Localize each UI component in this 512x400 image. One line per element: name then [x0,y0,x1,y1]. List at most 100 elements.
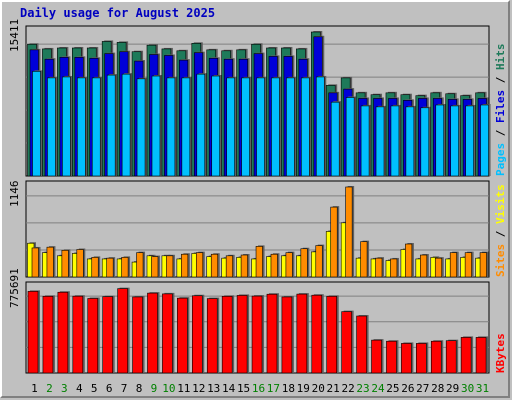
day-label: 17 [267,382,280,395]
day-label: 13 [207,382,220,395]
kbytes-bar [475,337,487,374]
pages-bar [32,71,41,177]
kbytes-bar [311,294,323,374]
pages-bar [121,73,131,177]
kbytes-bar [162,293,173,374]
kbytes-bar [460,337,472,374]
pages-bar [62,76,71,177]
sites-bar [76,249,84,278]
sites-bar [46,246,54,278]
pages-bar [166,77,176,177]
sites-bar [479,252,487,278]
day-label: 27 [416,382,429,395]
sites-bar [151,256,159,278]
kbytes-bar [102,296,113,374]
sites-bar [285,252,293,278]
kbytes-bar [341,311,352,374]
kbytes-bar [356,315,367,374]
sites-bar [61,249,69,278]
kbytes-bar [445,340,457,374]
day-label: 29 [446,382,459,395]
sites-bar [390,258,398,278]
kbytes-bar [416,343,427,374]
pages-bar [256,77,265,177]
kbytes-bar [42,295,54,374]
sites-bar [225,255,233,278]
chart-title: Daily usage for August 2025 [20,6,216,20]
sites-bar [181,253,189,278]
axis-max-label: 15411 [8,19,21,52]
pages-bar [450,105,459,177]
axis-max-label: 1146 [8,181,21,208]
legend-item: Pages [494,143,507,176]
pages-bar [301,77,310,177]
kbytes-bar [326,295,338,374]
pages-bar [286,77,295,177]
day-label: 16 [252,382,265,395]
kbytes-bar [132,296,143,374]
legend-item: KBytes [494,333,507,373]
legend-item: Sites [494,244,507,277]
day-label: 14 [222,382,236,395]
sites-bar [315,245,323,278]
day-label: 23 [356,382,369,395]
legend-item: / [494,70,507,90]
day-label: 18 [282,382,295,395]
day-label: 10 [162,382,175,395]
sites-bar [31,247,39,278]
legend-hits-files-pages: Pages / Files / Hits [494,44,507,177]
kbytes-bar [191,295,203,374]
pages-bar [151,75,161,177]
sites-bar [121,257,129,278]
sites-bar [91,257,99,278]
kbytes-bar [177,297,188,374]
sites-bar [106,257,114,278]
day-label: 5 [91,382,98,395]
sites-bar [136,252,144,278]
pages-bar [435,104,445,177]
day-label: 28 [431,382,444,395]
pages-bar [77,77,86,177]
sites-bar [255,246,263,278]
kbytes-bar [386,340,397,374]
day-label: 15 [237,382,250,395]
pages-bar [211,75,221,177]
pages-bar [241,77,250,177]
day-label: 22 [341,382,354,395]
sites-bar [464,252,472,278]
sites-bar [360,241,368,278]
sites-bar [434,257,443,278]
pages-bar [390,105,400,177]
pages-bar [47,77,56,177]
day-label: 25 [386,382,399,395]
pages-bar [226,77,235,177]
kbytes-bar [87,298,99,374]
sites-bar [210,253,219,278]
day-label: 24 [371,382,385,395]
pages-bar [330,101,340,177]
sites-bar [375,257,383,278]
sites-bar [449,252,457,278]
day-label: 26 [401,382,414,395]
pages-bar [345,97,355,177]
kbytes-bar [266,293,278,374]
kbytes-bar [72,295,84,374]
pages-bar [360,105,370,177]
legend-item: / [494,224,507,244]
pages-bar [315,76,325,177]
day-label: 11 [177,382,190,395]
day-label: 6 [106,382,113,395]
pages-bar [375,106,385,177]
kbytes-bar [117,288,128,374]
day-label: 30 [461,382,474,395]
pages-bar [420,107,430,177]
kbytes-bar [296,293,308,374]
pages-bar [136,78,146,177]
day-label: 3 [61,382,68,395]
legend-item: Files [494,90,507,123]
kbytes-bar [281,296,293,374]
legend-kbytes: KBytes [494,333,507,373]
day-label: 31 [476,382,489,395]
day-label: 20 [312,382,325,395]
